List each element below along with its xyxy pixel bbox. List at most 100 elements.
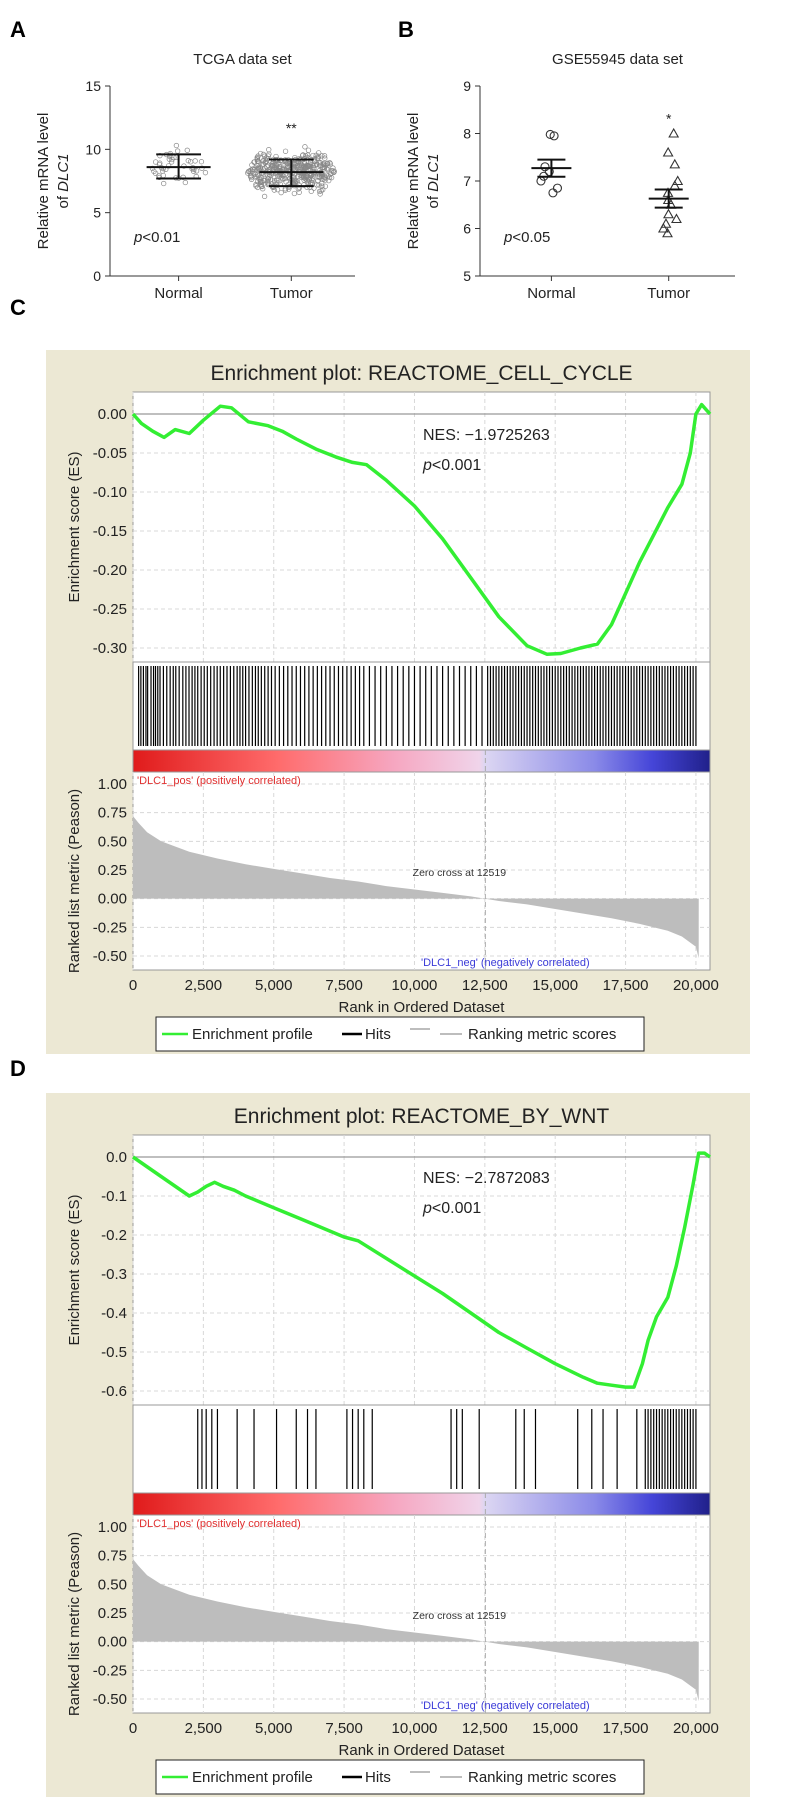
data-point [321, 166, 328, 172]
data-point [545, 129, 555, 139]
ranked-colorbar [133, 750, 710, 772]
legend-label-ranking: Ranking metric scores [468, 1026, 616, 1043]
x-tick-label: 12,500 [462, 1720, 508, 1737]
es-tick-label: 0.00 [98, 406, 127, 423]
data-point [301, 177, 307, 183]
panel-letter-a: A [10, 17, 26, 42]
data-point [284, 165, 290, 171]
enrichment-profile-line [132, 1151, 712, 1389]
ranking-metric-area [133, 1559, 699, 1702]
data-point [259, 170, 265, 177]
ranked-colorbar [133, 1493, 710, 1515]
data-point [672, 175, 684, 186]
ranked-tick-label: 0.50 [98, 1576, 127, 1593]
data-point [160, 172, 166, 179]
data-point [291, 190, 298, 197]
es-tick-label: -0.20 [93, 562, 127, 579]
data-point [193, 168, 200, 174]
y-axis-label-gene-name: DLC1 [425, 153, 442, 191]
data-point [328, 174, 335, 181]
data-point [264, 163, 270, 170]
data-point [255, 178, 261, 185]
data-point [330, 165, 336, 171]
data-point [295, 173, 302, 180]
p-value-text: p<0.05 [503, 229, 550, 246]
data-point [260, 158, 266, 164]
ranked-tick-label: 1.00 [98, 1519, 127, 1536]
legend-box [155, 1759, 645, 1795]
panel-letter-c: C [10, 295, 26, 320]
p-value: <0.001 [432, 1200, 481, 1217]
data-point [297, 164, 304, 171]
data-point [182, 179, 188, 186]
data-point [321, 176, 327, 182]
data-point [271, 187, 277, 193]
data-point [308, 188, 314, 194]
p-value: <0.001 [432, 457, 481, 474]
group-normal [531, 129, 572, 198]
es-tick-label: -0.30 [93, 640, 127, 657]
y-axis-label-gene: of DLC1 [425, 153, 442, 208]
x-tick-label: 2,500 [185, 1720, 223, 1737]
es-tick-label: -0.2 [101, 1227, 127, 1244]
significance-marker: ** [286, 120, 297, 136]
p-symbol: p [503, 229, 512, 246]
y-axis-label-of: of [55, 192, 72, 209]
ranked-tick-label: 0.25 [98, 862, 127, 879]
dotplot-panel-b: GSE55945 data set Relative mRNA level of D… [405, 51, 735, 302]
ranked-tick-label: 0.75 [98, 1548, 127, 1565]
data-point [262, 153, 268, 159]
data-point [153, 170, 159, 176]
data-point [272, 174, 278, 180]
gsea-panel-c: Enrichment plot: REACTOME_CELL_CYCLE 0.00… [46, 350, 750, 1054]
data-point [157, 160, 163, 166]
data-point [173, 142, 180, 149]
significance-marker: * [666, 111, 672, 127]
x-tick-label: Normal [527, 285, 575, 302]
data-point [307, 172, 314, 179]
data-point [181, 163, 187, 169]
data-point [199, 165, 205, 171]
y-tick-label: 8 [463, 126, 471, 142]
gsea-title: Enrichment plot: REACTOME_BY_WNT [234, 1105, 610, 1128]
data-point [548, 188, 558, 198]
data-point [263, 155, 269, 161]
es-tick-label: -0.10 [93, 484, 127, 501]
data-point [317, 191, 323, 197]
data-point [265, 176, 272, 182]
ranked-tick-label: 0.00 [98, 1634, 127, 1651]
y-tick-label: 10 [85, 141, 101, 157]
data-point [302, 144, 308, 150]
data-point [281, 162, 287, 168]
negatively-correlated-label: 'DLC1_neg' (negatively correlated) [421, 957, 590, 969]
data-point [174, 148, 181, 154]
data-point [266, 174, 272, 180]
data-point [662, 146, 674, 157]
data-point [316, 182, 322, 188]
legend-box [155, 1016, 645, 1052]
data-point [660, 218, 672, 228]
x-tick-label: 0 [129, 977, 137, 994]
x-tick-label: 12,500 [462, 977, 508, 994]
data-point [282, 148, 289, 154]
p-symbol: p [422, 1200, 432, 1217]
data-point [165, 163, 172, 169]
x-tick-label: 20,000 [673, 1720, 719, 1737]
data-point [311, 185, 317, 191]
data-point [301, 163, 307, 170]
data-point [283, 179, 289, 185]
ranked-tick-label: -0.50 [93, 1691, 127, 1708]
es-p-value: p<0.001 [422, 457, 481, 474]
data-point [319, 183, 325, 189]
x-tick-label: 15,000 [532, 1720, 578, 1737]
legend-label-hits: Hits [365, 1769, 391, 1786]
es-axis-label: Enrichment score (ES) [66, 1195, 83, 1346]
y-axis-label-gene-name: DLC1 [55, 153, 72, 191]
positively-correlated-label: 'DLC1_pos' (positively correlated) [137, 775, 301, 787]
data-point [316, 159, 322, 166]
data-point [161, 180, 167, 187]
data-point [331, 168, 337, 175]
data-point [303, 164, 310, 170]
zero-cross-label: Zero cross at 12519 [413, 867, 507, 879]
nes-label: NES: −1.9725263 [423, 427, 550, 444]
